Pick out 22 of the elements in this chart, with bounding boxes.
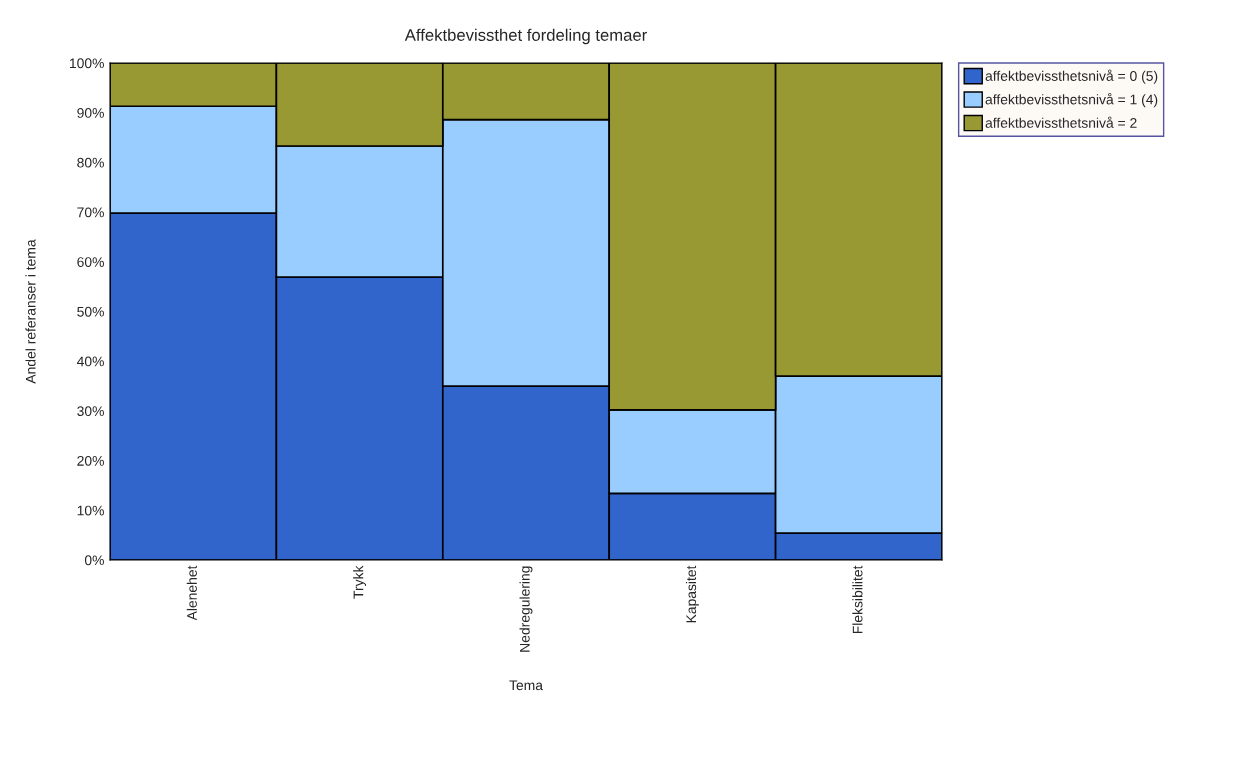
y-tick-label: 20% bbox=[77, 455, 104, 466]
y-axis-title: Andel referanser i tema bbox=[25, 239, 36, 384]
y-tick-label: 30% bbox=[77, 406, 104, 417]
y-tick-label: 100% bbox=[69, 58, 104, 69]
legend-label: affektbevissthetsnivå = 0 (5) bbox=[985, 69, 1158, 84]
y-tick-label: 40% bbox=[76, 356, 104, 367]
y-tick-label: 10% bbox=[77, 505, 104, 516]
y-tick-label: 60% bbox=[77, 257, 104, 267]
x-tick-label: Trykk bbox=[353, 565, 367, 599]
x-axis-title: Tema bbox=[509, 680, 543, 691]
x-tick-label: Alenehet bbox=[186, 565, 197, 621]
y-tick-label: 50% bbox=[77, 306, 104, 317]
x-tick-label: Kapasitet bbox=[685, 565, 699, 623]
x-tick-label: Fleksibilitet bbox=[852, 565, 863, 634]
chart-title: Affektbevissthet fordeling temaer bbox=[404, 28, 647, 45]
y-tick-label: 90% bbox=[77, 108, 104, 118]
legend-label: affektbevissthetsnivå = 1 (4) bbox=[985, 93, 1158, 108]
y-tick-label: 0% bbox=[84, 555, 104, 566]
y-tick-label: 80% bbox=[77, 157, 104, 168]
x-tick-label: Nedregulering bbox=[519, 566, 533, 652]
legend-label: affektbevissthetsnivå = 2 bbox=[985, 116, 1137, 128]
y-tick-label: 70% bbox=[77, 207, 104, 218]
